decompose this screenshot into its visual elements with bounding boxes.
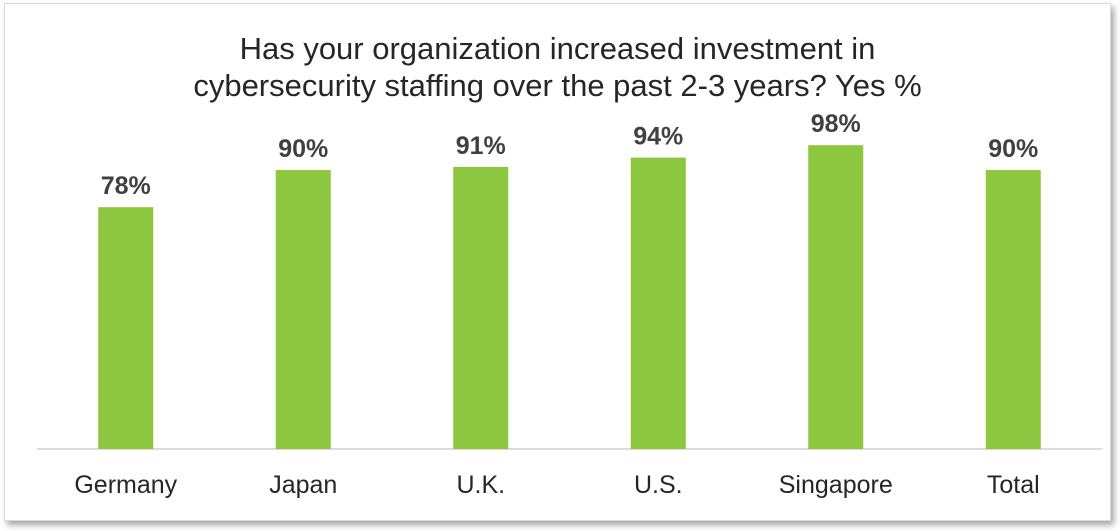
bar-germany xyxy=(98,207,154,449)
bar-japan xyxy=(275,170,331,449)
bar-singapore xyxy=(808,145,864,449)
chart-title: Has your organization increased investme… xyxy=(5,30,1110,104)
chart-frame: Has your organization increased investme… xyxy=(4,3,1111,521)
chart-title-line-2: cybersecurity staffing over the past 2-3… xyxy=(193,68,922,103)
x-tick-label: U.S. xyxy=(634,471,683,499)
data-label: 98% xyxy=(811,110,861,138)
bar-u-k xyxy=(453,166,509,449)
data-label: 90% xyxy=(988,135,1038,163)
data-label: 94% xyxy=(633,123,683,151)
chart-title-line-1: Has your organization increased investme… xyxy=(239,31,876,66)
bar-total xyxy=(985,170,1041,449)
bar-chart: 78% Germany 90% Japan 91% U.K. 94% U.S. 98% Singa… xyxy=(37,110,1102,499)
x-tick-label: Germany xyxy=(74,471,177,499)
x-tick-label: Japan xyxy=(269,471,337,499)
data-label: 91% xyxy=(456,132,506,160)
bar-u-s xyxy=(630,157,686,449)
x-tick-label: U.K. xyxy=(456,471,505,499)
data-label: 78% xyxy=(101,172,151,200)
x-tick-label: Total xyxy=(987,471,1040,499)
x-tick-label: Singapore xyxy=(779,471,893,499)
data-label: 90% xyxy=(278,135,328,163)
